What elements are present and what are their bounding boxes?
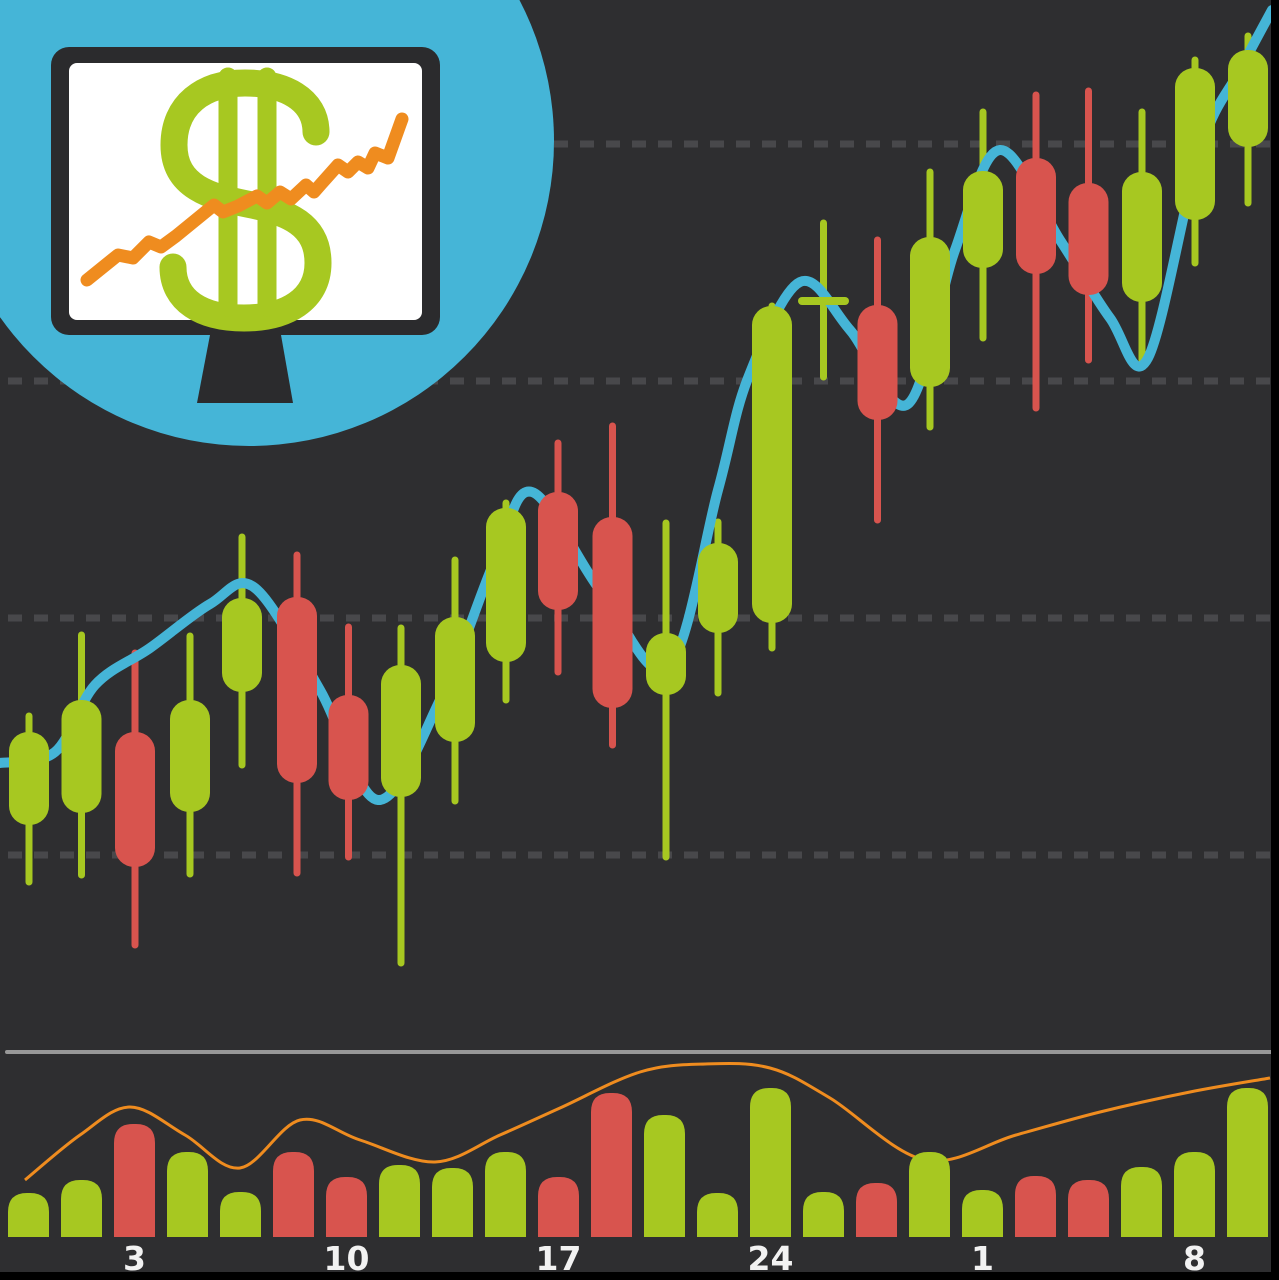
bearish-candle-body	[857, 305, 898, 420]
volume-bar	[591, 1093, 632, 1237]
volume-bar	[1174, 1152, 1215, 1237]
volume-trend-line	[24, 1061, 1271, 1182]
volume-bar	[1121, 1167, 1162, 1237]
bearish-candle-body	[115, 732, 155, 867]
volume-bar	[485, 1152, 526, 1237]
bullish-candle-body	[698, 543, 738, 633]
bullish-candle-body	[646, 633, 686, 695]
x-axis-label: 24	[748, 1239, 794, 1278]
volume-bar	[856, 1183, 897, 1237]
volume-bar	[538, 1177, 579, 1237]
trend-line-icon	[80, 112, 409, 287]
volume-bar	[697, 1193, 738, 1237]
candle-bodies-layer	[9, 50, 1268, 867]
x-axis-labels: 3 10 17 24 1 8	[123, 1239, 1206, 1278]
bullish-candle-body	[1228, 50, 1268, 147]
volume-bar	[803, 1192, 844, 1237]
volume-bar	[750, 1088, 791, 1237]
volume-bar	[167, 1152, 208, 1237]
bullish-candle-body	[61, 700, 102, 813]
bearish-candle-body	[328, 695, 369, 800]
volume-trend-layer	[24, 1061, 1271, 1182]
volume-bar	[114, 1124, 155, 1237]
x-axis-label: 8	[1183, 1239, 1206, 1278]
volume-bar	[1068, 1180, 1109, 1237]
volume-bar	[909, 1152, 950, 1237]
volume-bars-layer	[8, 1088, 1268, 1237]
bearish-candle-body	[592, 517, 633, 708]
bullish-candle-body	[170, 700, 210, 812]
bullish-candle-body	[9, 732, 49, 825]
bottom-edge-border	[0, 1272, 1279, 1280]
volume-bar	[61, 1180, 102, 1237]
volume-bar	[273, 1152, 314, 1237]
volume-bar	[962, 1190, 1003, 1237]
bullish-candle-body	[910, 237, 950, 387]
bearish-candle-body	[1016, 158, 1056, 274]
volume-bar	[379, 1165, 420, 1237]
x-axis-label: 17	[536, 1239, 582, 1278]
volume-bar	[1227, 1088, 1268, 1237]
volume-bar	[220, 1192, 261, 1237]
bearish-candle-body	[538, 492, 578, 610]
volume-bar	[8, 1193, 49, 1237]
volume-bar	[326, 1177, 367, 1237]
bearish-candle-body	[277, 597, 317, 783]
monitor-stand	[197, 335, 293, 403]
bullish-candle-body	[486, 508, 526, 662]
x-axis-label: 1	[971, 1239, 994, 1278]
monitor-badge	[0, 0, 554, 446]
right-edge-border	[1271, 0, 1279, 1280]
volume-bar	[1015, 1176, 1056, 1237]
bullish-candle-body	[381, 665, 421, 797]
bullish-candle-body	[435, 617, 475, 742]
bearish-candle-body	[1068, 183, 1109, 295]
x-axis-label: 3	[123, 1239, 146, 1278]
bullish-candle-body	[1122, 172, 1162, 302]
volume-bar	[432, 1168, 473, 1237]
bullish-candle-body	[1175, 68, 1215, 220]
volume-bar	[644, 1115, 685, 1237]
bullish-candle-body	[963, 171, 1003, 268]
bullish-candle-body	[222, 598, 262, 692]
x-axis-label: 10	[324, 1239, 370, 1278]
bullish-candle-body	[752, 306, 792, 623]
